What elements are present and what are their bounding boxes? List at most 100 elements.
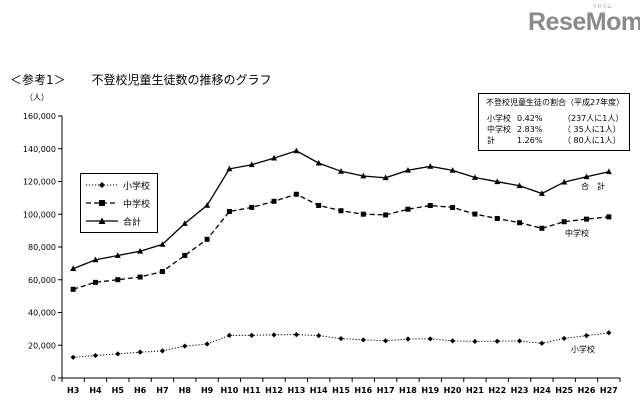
legend-swatch-elementary [86, 182, 118, 188]
x-tick-label: H14 [310, 386, 328, 395]
data-point [405, 206, 411, 212]
ratio-value: 1.26% [517, 136, 543, 145]
data-point [494, 338, 500, 344]
x-tick-label: H19 [421, 386, 439, 395]
ratio-row-junior-high: 中学校 2.83% （ 35人に1人） [487, 124, 621, 135]
data-point [561, 335, 567, 342]
legend-swatch-junior-high [86, 200, 118, 206]
data-point [383, 212, 389, 218]
y-tick-label: 0 [51, 374, 56, 383]
ratio-row-elementary: 小学校 0.42% （237人に1人） [487, 113, 623, 124]
data-point [293, 191, 299, 197]
data-point [471, 174, 478, 180]
ratio-label: 計 [487, 136, 495, 145]
data-point [159, 241, 166, 247]
ratio-note: （237人に1人） [563, 114, 624, 123]
x-tick-label: H23 [511, 386, 529, 395]
y-tick-label: 100,000 [23, 210, 56, 219]
x-tick-label: H3 [67, 386, 79, 395]
x-tick-label: H4 [89, 386, 102, 395]
data-point [204, 341, 210, 347]
legend-label: 小学校 [123, 182, 151, 192]
resemom-logo: ReseMom [528, 8, 640, 36]
data-point [316, 333, 322, 339]
data-point [338, 335, 344, 342]
data-point [338, 168, 344, 174]
series-end-label-elementary: 小学校 [571, 344, 595, 354]
legend-swatch-total [86, 217, 118, 224]
data-point [92, 352, 99, 359]
data-point [70, 286, 76, 292]
data-point [315, 159, 322, 166]
data-point [159, 348, 166, 354]
x-tick-label: H26 [578, 386, 596, 395]
y-tick-label: 60,000 [28, 276, 56, 285]
ratio-row-total: 計 1.26% （ 80人に1人） [487, 135, 621, 146]
data-point [249, 332, 255, 338]
x-tick-label: H16 [354, 386, 372, 395]
ratio-label: 小学校 [487, 114, 511, 123]
x-tick-label: H12 [265, 386, 283, 395]
data-point [494, 215, 500, 221]
y-axis: 0 20,000 40,000 60,000 80,000 100,000 120,000 1… [23, 112, 63, 383]
x-tick-label: H8 [179, 386, 192, 395]
series-junior-high [70, 191, 612, 292]
series-end-labels: 小学校 中学校 合 計 [565, 181, 605, 354]
x-tick-label: H27 [600, 386, 618, 395]
series-total [70, 147, 612, 271]
data-point [360, 172, 367, 179]
data-point [338, 208, 344, 214]
data-point [92, 279, 98, 285]
data-point [226, 332, 232, 338]
data-point [450, 204, 456, 210]
data-point [249, 204, 255, 210]
x-tick-label: H5 [112, 386, 125, 395]
data-point [606, 330, 612, 336]
series-end-label-total: 合 計 [581, 181, 605, 191]
series-end-label-junior-high: 中学校 [565, 228, 589, 238]
data-point [137, 349, 143, 355]
ratio-value: 0.42% [517, 114, 543, 123]
page-title: 不登校児童生徒数の推移のグラフ [91, 73, 272, 87]
data-point [360, 337, 366, 343]
y-tick-label: 140,000 [23, 145, 56, 154]
data-point [517, 220, 523, 226]
data-point [383, 338, 389, 344]
y-tick-label: 120,000 [23, 178, 56, 187]
x-axis: H3 H4 H5 H6 H7 H8 H9 H10 H11 H12 H13 H14 H15 H16 H17 H1… [61, 377, 621, 395]
data-point [293, 331, 299, 338]
x-tick-label: H17 [377, 386, 395, 395]
data-point [137, 247, 144, 254]
ratio-note: （ 80人に1人） [563, 136, 621, 145]
data-point [494, 178, 501, 185]
reference-tag: ＜参考1＞ [10, 73, 66, 87]
x-tick-label: H24 [533, 386, 551, 395]
x-tick-label: H18 [399, 386, 417, 395]
x-tick-label: H6 [134, 386, 147, 395]
data-point [427, 336, 433, 342]
data-point [114, 252, 121, 258]
data-point [584, 216, 590, 222]
x-tick-label: H13 [287, 386, 305, 395]
data-point [382, 174, 389, 181]
y-tick-label: 160,000 [23, 112, 56, 121]
data-point [583, 333, 590, 339]
chart-heading: ＜参考1＞ 不登校児童生徒数の推移のグラフ [10, 71, 271, 88]
x-tick-label: H11 [243, 386, 261, 395]
data-point [360, 211, 366, 217]
legend-item-total: 合計 [85, 214, 157, 228]
data-point [271, 198, 277, 204]
ratio-label: 中学校 [487, 125, 511, 134]
data-point [70, 354, 76, 360]
data-point [92, 256, 99, 263]
data-point [405, 336, 411, 342]
legend-label: 合計 [123, 218, 142, 228]
data-point [226, 165, 233, 172]
x-tick-label: H22 [488, 386, 506, 395]
ratio-box-title: 不登校児童生徒の割合（平成27年度） [486, 98, 625, 107]
y-axis-unit-label: （人） [25, 93, 49, 102]
data-point [450, 338, 456, 344]
data-point [449, 167, 456, 173]
legend-item-junior-high: 中学校 [85, 196, 157, 210]
data-point [248, 161, 255, 168]
